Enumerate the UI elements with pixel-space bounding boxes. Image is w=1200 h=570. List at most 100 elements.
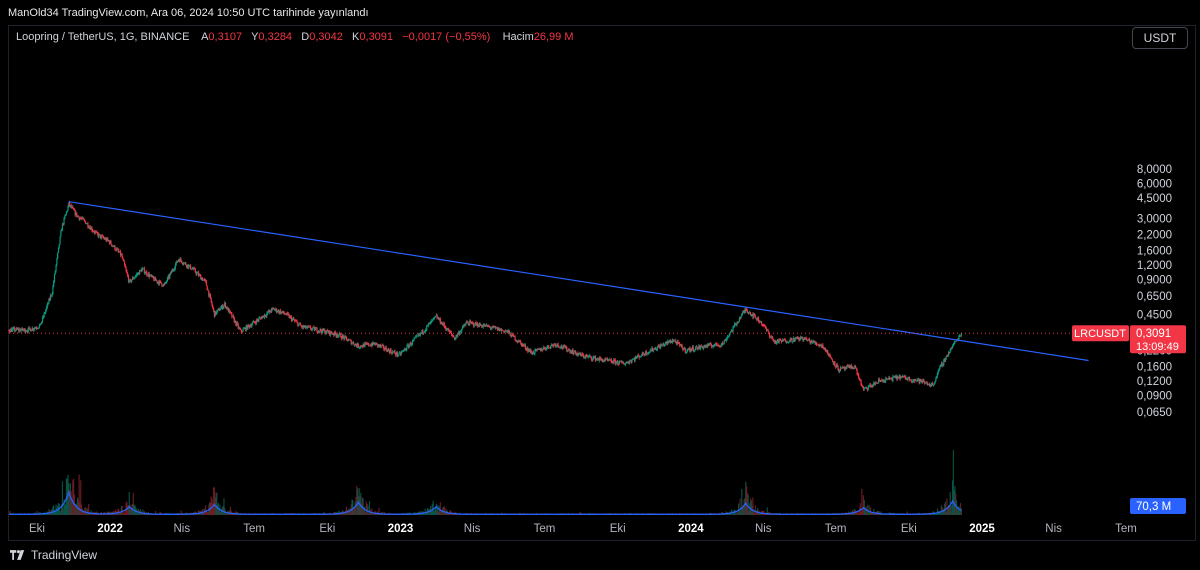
candle-body — [353, 344, 355, 346]
volume-bar — [372, 513, 375, 515]
candle-body — [333, 334, 335, 335]
candle-body — [313, 326, 315, 328]
candle-body — [494, 327, 496, 328]
candle-body — [235, 320, 237, 326]
candle-body — [80, 217, 82, 219]
volume-bar — [741, 508, 744, 515]
volume-bar — [365, 501, 367, 515]
candle-body — [485, 324, 487, 327]
candle-body — [149, 275, 151, 277]
volume-bar — [210, 496, 212, 515]
volume-bar — [62, 508, 64, 515]
candle-body — [496, 327, 498, 329]
volume-bar — [906, 511, 908, 515]
candle-body — [437, 317, 439, 319]
candle-body — [942, 364, 944, 366]
candle-body — [741, 312, 744, 314]
candle-body — [44, 312, 46, 314]
candle-body — [403, 349, 406, 350]
candle-body — [603, 360, 605, 362]
x-tick-label: Tem — [825, 523, 847, 535]
volume-bar — [370, 512, 372, 515]
candle-body — [765, 325, 767, 329]
volume-label: Hacim — [502, 31, 534, 43]
price-axis[interactable]: 8,00006,00004,50003,00002,20001,60001,20… — [1137, 164, 1172, 419]
candle-body — [49, 295, 52, 300]
candle-body — [768, 331, 770, 335]
volume-bar — [136, 513, 138, 515]
candle-body — [341, 337, 343, 339]
candle-body — [722, 342, 724, 345]
price-badge: 0,3091 — [1136, 328, 1171, 340]
candle-body — [550, 345, 552, 349]
candle-body — [291, 318, 293, 321]
candle-body — [754, 315, 756, 318]
candle-body — [302, 325, 304, 328]
candle-body — [559, 347, 562, 349]
candle-body — [912, 380, 914, 382]
candle-body — [530, 349, 532, 353]
candle-body — [779, 339, 781, 341]
candle-body — [81, 217, 83, 219]
candle-body — [273, 308, 275, 311]
volume-bar — [430, 510, 433, 515]
candle-body — [563, 345, 565, 347]
volume-bar — [743, 499, 745, 515]
candle-body — [807, 338, 810, 340]
candle-body — [146, 271, 148, 276]
candle-body — [224, 302, 227, 308]
candle-body — [918, 378, 920, 383]
candle-body — [782, 339, 784, 341]
candle-body — [242, 328, 244, 332]
candle-body — [477, 323, 479, 327]
volume-bar — [846, 514, 848, 515]
candle-body — [335, 333, 337, 337]
currency-button[interactable]: USDT — [1132, 27, 1188, 49]
candle-body — [866, 388, 869, 390]
candle-body — [296, 321, 298, 323]
candle-body — [189, 264, 192, 270]
candle-body — [594, 356, 596, 358]
volume-bar — [129, 507, 131, 515]
candle-body — [421, 330, 423, 333]
candle-body — [933, 383, 935, 385]
candle-body — [547, 345, 550, 348]
candle-body — [361, 346, 363, 348]
candle-body — [384, 347, 387, 350]
candle-body — [807, 339, 809, 342]
candle-body — [481, 325, 483, 327]
volume-bar — [53, 510, 56, 515]
volume-bar — [132, 492, 134, 515]
symbol-title[interactable]: Loopring / TetherUS, 1G, BINANCE — [16, 31, 190, 43]
candle-body — [932, 384, 935, 386]
candle-body — [57, 247, 60, 253]
candle-body — [370, 344, 372, 346]
candle-body — [119, 251, 121, 253]
x-tick-label: Tem — [1115, 523, 1137, 535]
candle-body — [107, 240, 110, 242]
volume-bar — [747, 494, 749, 515]
candle-body — [487, 325, 489, 327]
candle-body — [239, 327, 241, 330]
time-axis[interactable]: Eki 2022 Nis Tem Eki 2023 Nis Tem Eki 2024 Nis Tem E… — [29, 523, 1137, 535]
candle-body — [766, 329, 768, 331]
y-tick-label: 0,9000 — [1137, 274, 1172, 286]
candle-body — [949, 349, 951, 353]
candle-body — [255, 319, 258, 324]
candle-body — [397, 355, 399, 357]
candle-body — [405, 349, 407, 351]
candle-body — [120, 254, 122, 256]
tradingview-brand[interactable]: TradingView — [10, 548, 97, 562]
candle-body — [644, 354, 646, 356]
candle-body — [540, 348, 542, 351]
candle-body — [108, 240, 110, 244]
candle-body — [921, 380, 923, 383]
candle-body — [885, 378, 888, 380]
candle-body — [576, 353, 578, 356]
volume-bar — [868, 505, 870, 515]
volume-bar — [439, 501, 441, 515]
candle-body — [893, 376, 896, 377]
candle-body — [255, 322, 257, 324]
candle-body — [518, 340, 520, 343]
